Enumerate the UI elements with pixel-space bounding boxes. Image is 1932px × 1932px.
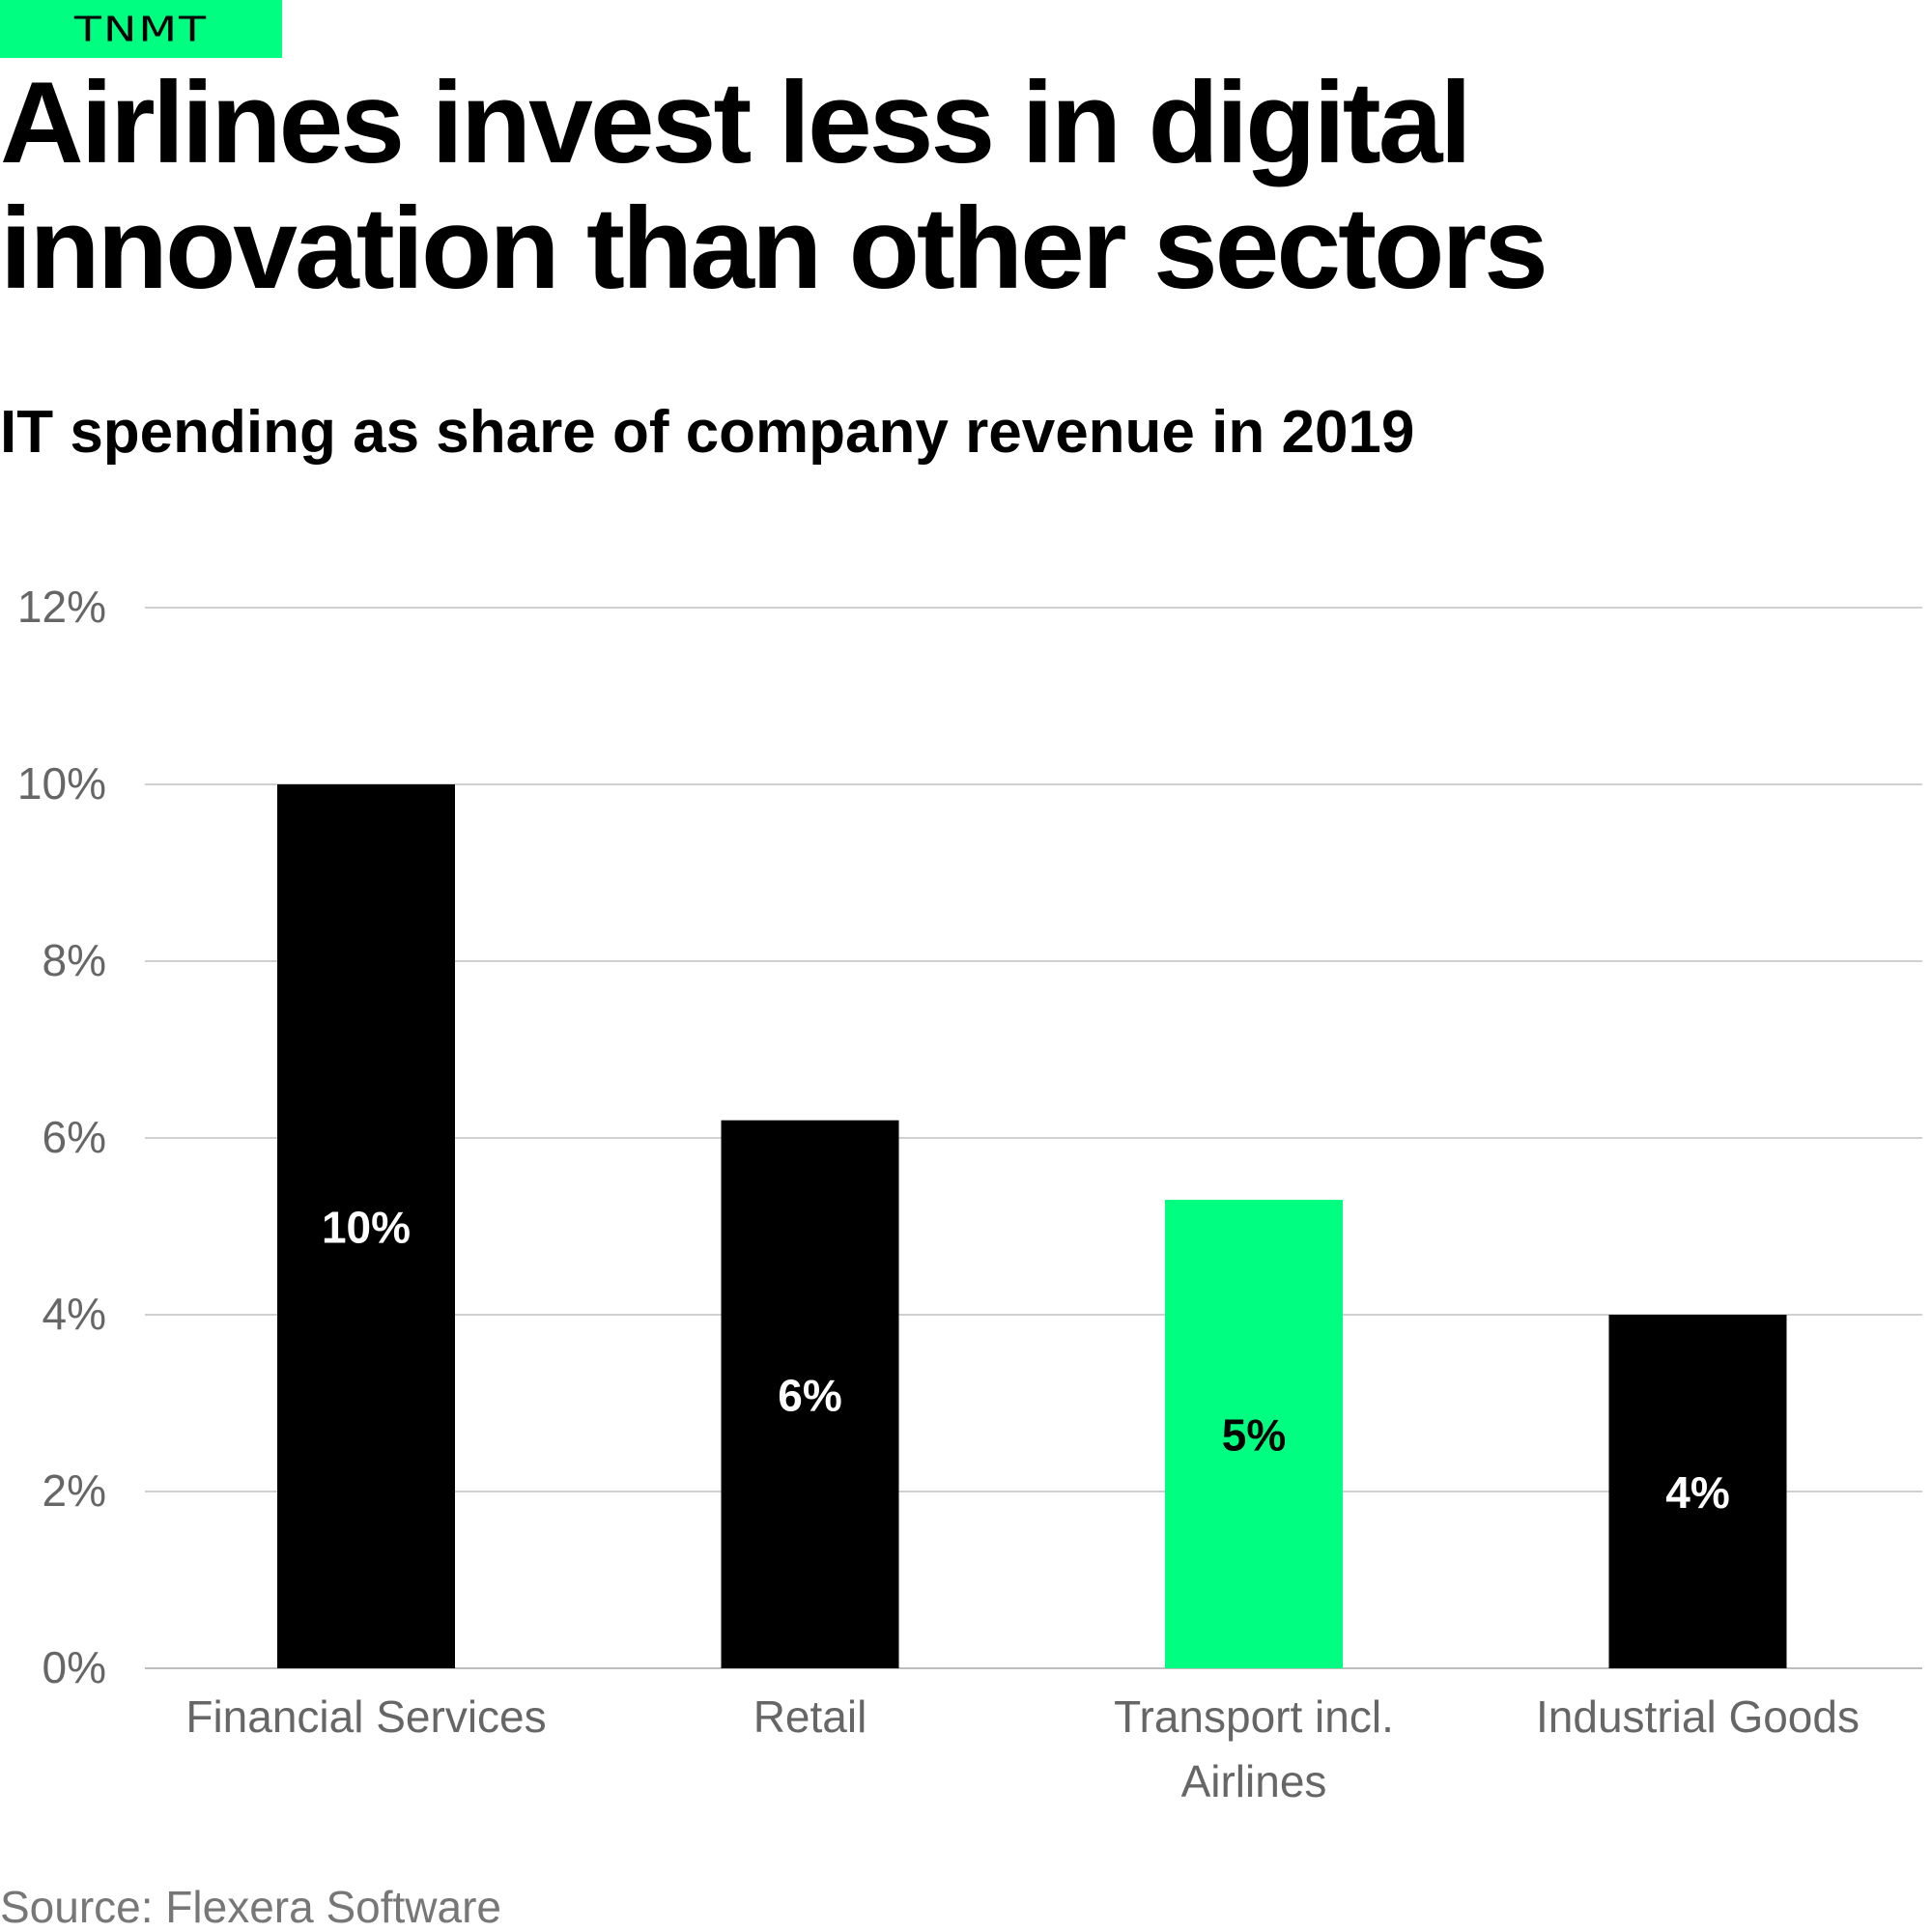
data-label: 4% [1665,1467,1729,1518]
page-title: Airlines invest less in digital innovati… [0,58,1548,313]
y-tick-label: 10% [17,758,106,809]
x-tick-label: Airlines [1181,1756,1327,1806]
y-tick-label: 8% [43,935,106,985]
data-label: 10% [322,1203,411,1253]
chart-title: IT spending as share of company revenue … [0,399,1415,466]
x-tick-label: Retail [753,1691,867,1742]
x-tick-label: Transport incl. [1114,1691,1394,1742]
y-tick-label: 4% [43,1289,106,1339]
bar [721,1120,899,1668]
y-tick-label: 12% [17,582,106,632]
brand-logo: TNMT [0,0,282,58]
data-label: 6% [778,1370,841,1420]
x-tick-label: Financial Services [185,1691,546,1742]
y-tick-label: 2% [43,1465,106,1516]
brand-logo-text: TNMT [73,8,209,50]
source-note: Source: Flexera Software [0,1882,502,1932]
bar [277,784,455,1668]
bar [1165,1200,1343,1668]
x-tick-label: Industrial Goods [1536,1691,1860,1742]
y-tick-label: 0% [43,1642,106,1692]
data-label: 5% [1222,1410,1286,1461]
bar [1608,1315,1787,1668]
y-tick-label: 6% [43,1112,106,1162]
